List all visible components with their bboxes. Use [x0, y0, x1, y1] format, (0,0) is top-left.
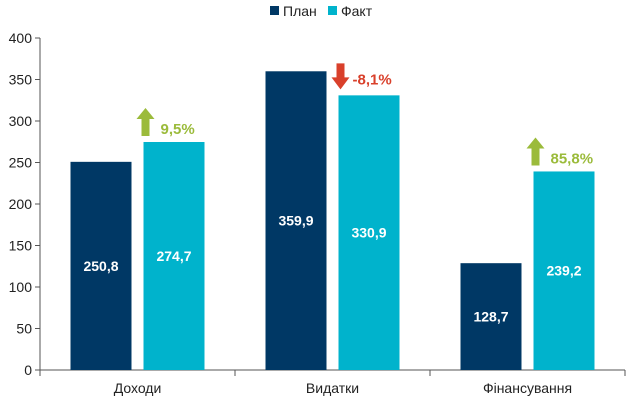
change-label: 85,8%	[551, 150, 594, 167]
y-tick-label: 150	[9, 238, 33, 254]
change-label: 9,5%	[161, 121, 195, 138]
legend-swatch	[328, 6, 337, 15]
legend-label: Факт	[341, 3, 373, 19]
y-tick-label: 100	[9, 279, 33, 295]
bar-value-label: 274,7	[156, 248, 191, 264]
x-category-label: Доходи	[114, 380, 162, 396]
bar-value-label: 359,9	[278, 213, 313, 229]
y-tick-label: 50	[16, 321, 32, 337]
bar-fact	[143, 141, 205, 370]
legend-swatch	[270, 6, 279, 15]
arrow-up-icon	[136, 107, 155, 136]
y-axis: 0 50 100 150 200 250 300 350 400	[9, 30, 41, 378]
bar-value-label: 239,2	[546, 263, 581, 279]
bar-plan	[70, 161, 132, 370]
bar-fact	[533, 171, 595, 370]
x-category-label: Видатки	[306, 380, 359, 396]
bar-plan	[460, 263, 522, 370]
bars: 250,8 274,7 359,9 330,9 128,7 239,2	[70, 71, 595, 371]
legend-label: План	[283, 3, 317, 19]
bar-fact	[338, 95, 400, 370]
bar-plan	[265, 71, 327, 371]
y-tick-label: 200	[9, 196, 33, 212]
change-label: -8,1%	[353, 71, 392, 88]
arrow-down-icon	[331, 63, 350, 90]
y-tick-label: 400	[9, 30, 33, 46]
arrow-up-icon	[526, 137, 545, 166]
bar-value-label: 128,7	[473, 309, 508, 325]
y-tick-label: 350	[9, 72, 33, 88]
x-axis: Доходи Видатки Фінансування	[39, 369, 626, 396]
x-category-label: Фінансування	[483, 380, 572, 396]
y-tick-label: 250	[9, 155, 33, 171]
legend: План Факт	[270, 3, 373, 19]
y-tick-label: 0	[24, 362, 32, 378]
bar-value-label: 330,9	[351, 225, 386, 241]
bar-value-label: 250,8	[83, 258, 118, 274]
change-annotations: 9,5% -8,1% 85,8%	[136, 63, 594, 167]
y-tick-label: 300	[9, 113, 33, 129]
